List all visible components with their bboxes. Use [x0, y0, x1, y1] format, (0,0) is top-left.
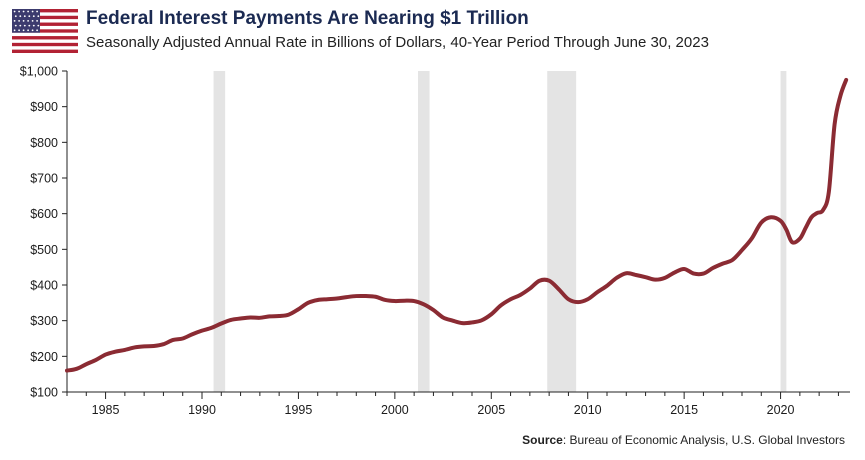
- x-tick-label: 2015: [670, 403, 698, 417]
- y-tick-label: $600: [30, 207, 58, 221]
- interest-payments-line: [65, 77, 849, 373]
- source-text: : Bureau of Economic Analysis, U.S. Glob…: [562, 433, 845, 447]
- y-tick-label: $100: [30, 386, 58, 400]
- x-tick-label: 2005: [477, 403, 505, 417]
- y-tick-label: $1,000: [20, 65, 58, 79]
- y-tick-label: $200: [30, 350, 58, 364]
- source-label: Source: [522, 433, 563, 447]
- y-tick-label: $300: [30, 314, 58, 328]
- series-line-layer: [65, 77, 849, 373]
- chart-title: Federal Interest Payments Are Nearing $1…: [86, 8, 529, 29]
- x-tick-label: 1985: [92, 403, 120, 417]
- axes: $100 $200 $300 $400 $500 $600 $700 $800 $900 $1,0…: [20, 65, 850, 417]
- x-tick-label: 2010: [574, 403, 602, 417]
- x-tick-label: 2020: [767, 403, 795, 417]
- recession-band-2: [418, 71, 430, 392]
- x-tick-label: 1995: [285, 403, 313, 417]
- recession-band-1: [213, 71, 226, 392]
- recession-bands: [213, 71, 787, 392]
- y-tick-label: $800: [30, 136, 58, 150]
- recession-band-4: [780, 71, 787, 392]
- us-flag-icon: [12, 9, 78, 53]
- x-tick-label: 2000: [381, 403, 409, 417]
- recession-band-3: [547, 71, 577, 392]
- y-tick-label: $900: [30, 100, 58, 114]
- chart-subtitle: Seasonally Adjusted Annual Rate in Billi…: [86, 34, 709, 51]
- x-tick-label: 1990: [188, 403, 216, 417]
- source-note: Source: Bureau of Economic Analysis, U.S…: [522, 433, 845, 447]
- y-tick-label: $700: [30, 172, 58, 186]
- y-tick-label: $500: [30, 243, 58, 257]
- y-tick-label: $400: [30, 279, 58, 293]
